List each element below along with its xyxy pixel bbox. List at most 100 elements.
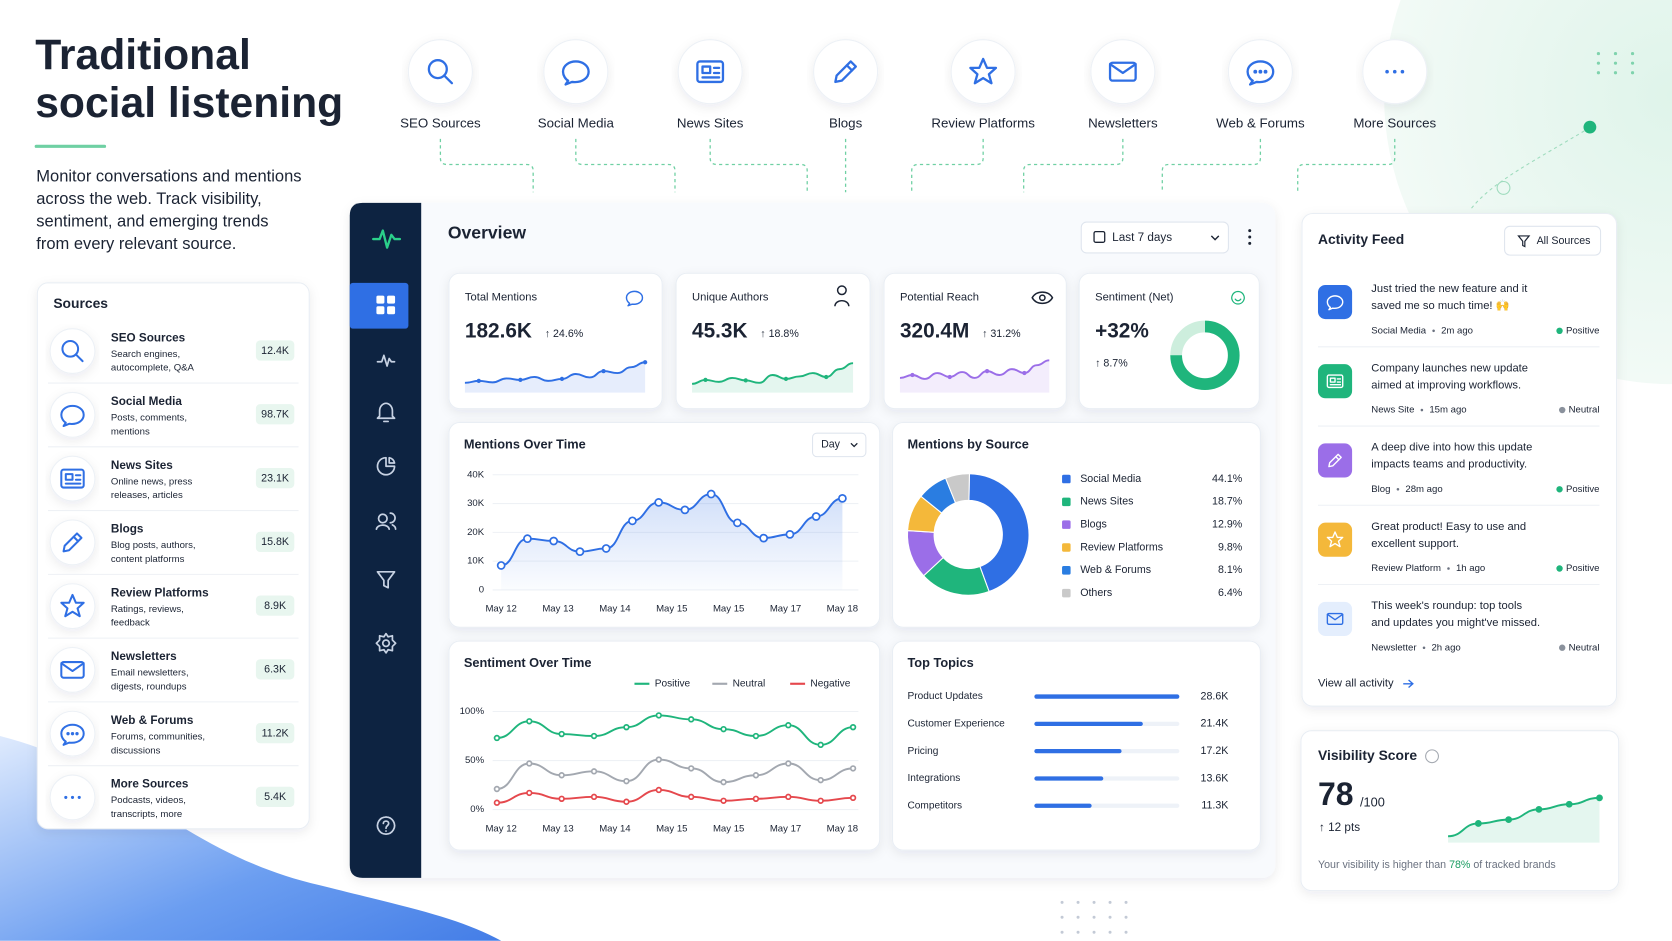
date-range: Last 7 days	[1112, 231, 1172, 244]
icon	[696, 60, 725, 84]
icon	[1326, 531, 1344, 548]
icon	[60, 468, 85, 489]
line-point	[558, 730, 565, 738]
source-type[interactable]: Web & Forums	[1216, 39, 1305, 131]
decor-dot	[1596, 61, 1601, 65]
activity-item[interactable]: Great product! Easy to use and excellent …	[1317, 521, 1600, 574]
icon-part	[1400, 69, 1405, 74]
icon-part	[1231, 290, 1245, 305]
source-row[interactable]: Social Media Posts, comments, mentions 98.7…	[49, 391, 295, 438]
activity-item[interactable]: Company launches new update aimed at impr…	[1317, 362, 1600, 416]
date-dropdown[interactable]: Last 7 days	[1080, 221, 1229, 254]
icon-part	[66, 731, 70, 736]
source-row[interactable]: More Sources Podcasts, videos, transcripts…	[49, 774, 295, 821]
more-dot[interactable]	[1248, 241, 1252, 245]
icon-circle	[49, 583, 96, 630]
source-description: mentions	[111, 426, 150, 437]
view-all-link[interactable]: View all activity	[1318, 678, 1414, 690]
source-type[interactable]: More Sources	[1353, 39, 1437, 131]
sentiment-dot	[1556, 327, 1563, 335]
icon-circle	[407, 39, 473, 105]
activity-icon-bg	[1317, 522, 1353, 557]
value-label: 9.8%	[1218, 541, 1243, 553]
line-point	[849, 765, 857, 772]
kpi-change: ↑ 18.8%	[760, 328, 799, 340]
line-point	[623, 777, 630, 785]
source-row[interactable]: Newsletters Email newsletters, digests, ro…	[49, 646, 295, 693]
line-point	[687, 765, 695, 772]
source-type-label: Social Media	[538, 115, 615, 130]
legend-swatch	[1062, 497, 1071, 507]
decor-dot	[1596, 71, 1601, 75]
activity-text: impacts teams and productivity.	[1371, 459, 1527, 471]
source-description: autocomplete, Q&A	[111, 363, 195, 374]
activity-sentiment: Neutral	[1569, 405, 1600, 416]
source-type[interactable]: SEO Sources	[400, 39, 481, 131]
icon	[1246, 60, 1275, 86]
activity-sentiment: Positive	[1566, 484, 1600, 495]
top-topics: Top Topics Product Updates 28.6K Customer E…	[891, 640, 1261, 851]
icon-part	[625, 290, 644, 307]
value-label: 6.4%	[1218, 587, 1243, 599]
chevron	[1210, 235, 1220, 241]
source-row[interactable]: SEO Sources Search engines, autocomplete, …	[49, 328, 295, 374]
meta-separator	[1420, 408, 1424, 412]
legend-swatch	[1062, 566, 1071, 575]
activity-text: Great product! Easy to use and	[1371, 521, 1526, 533]
decor-dot	[1613, 61, 1618, 65]
source-type-label: Web & Forums	[1216, 115, 1305, 130]
line-point	[590, 768, 598, 775]
icon-part	[701, 65, 712, 75]
nav-active[interactable]	[349, 282, 409, 329]
source-type[interactable]: Blogs	[813, 39, 879, 131]
line-point	[687, 793, 695, 801]
source-name: Web & Forums	[111, 714, 194, 727]
icon-part	[1326, 613, 1344, 621]
activity-item[interactable]: This week's roundup: top tools and update…	[1317, 600, 1600, 653]
source-name: Review Platforms	[111, 586, 209, 599]
source-row[interactable]: Web & Forums Forums, communities, discussi…	[49, 710, 295, 757]
icon	[62, 532, 83, 553]
nav-icon[interactable]	[375, 512, 397, 531]
nav-icon[interactable]	[376, 456, 396, 476]
icon	[1108, 61, 1137, 82]
more-dot[interactable]	[1248, 229, 1252, 233]
icon-part	[969, 57, 998, 85]
nav-icon[interactable]	[376, 816, 396, 835]
source-description: Blog posts, authors,	[111, 540, 196, 551]
value-label: 28.6K	[1201, 690, 1229, 702]
icon-part	[60, 661, 85, 679]
source-type-label: SEO Sources	[400, 115, 481, 130]
kpi-label: Potential Reach	[900, 292, 979, 304]
source-row[interactable]: Review Platforms Ratings, reviews, feedbac…	[49, 583, 295, 630]
activity-text: aimed at improving workflows.	[1371, 379, 1521, 391]
nav-icon[interactable]	[376, 402, 396, 423]
filter-button[interactable]: All Sources	[1504, 225, 1602, 256]
line-point	[590, 732, 598, 740]
granularity-dropdown[interactable]: Day	[812, 432, 867, 458]
info-icon[interactable]	[1425, 749, 1439, 764]
icon	[834, 60, 857, 84]
sidebar	[349, 202, 422, 878]
y-tick-label: 0	[479, 584, 484, 595]
decor-dot	[1060, 930, 1064, 934]
line-point	[493, 734, 501, 742]
source-row[interactable]: Blogs Blog posts, authors, content platfor…	[49, 519, 295, 566]
sparkline-point	[601, 368, 606, 374]
nav-icon[interactable]	[376, 354, 396, 367]
source-row[interactable]: News Sites Online news, press releases, ar…	[49, 455, 295, 502]
source-type[interactable]: Social Media	[538, 39, 615, 131]
kpi-value: 45.3K	[692, 319, 747, 342]
source-type[interactable]: Newsletters	[1088, 39, 1158, 131]
line-point	[838, 494, 847, 503]
more-dot[interactable]	[1248, 235, 1252, 239]
overview-title: Overview	[448, 222, 527, 242]
source-type[interactable]: Review Platforms	[931, 39, 1035, 131]
nav-icon[interactable]	[375, 632, 397, 654]
nav-icon[interactable]	[376, 570, 396, 589]
activity-item[interactable]: Just tried the new feature and it saved m…	[1317, 283, 1600, 336]
activity-item[interactable]: A deep dive into how this update impacts …	[1317, 442, 1600, 495]
activity-icon-bg	[1317, 443, 1353, 478]
source-type[interactable]: News Sites	[677, 39, 744, 131]
